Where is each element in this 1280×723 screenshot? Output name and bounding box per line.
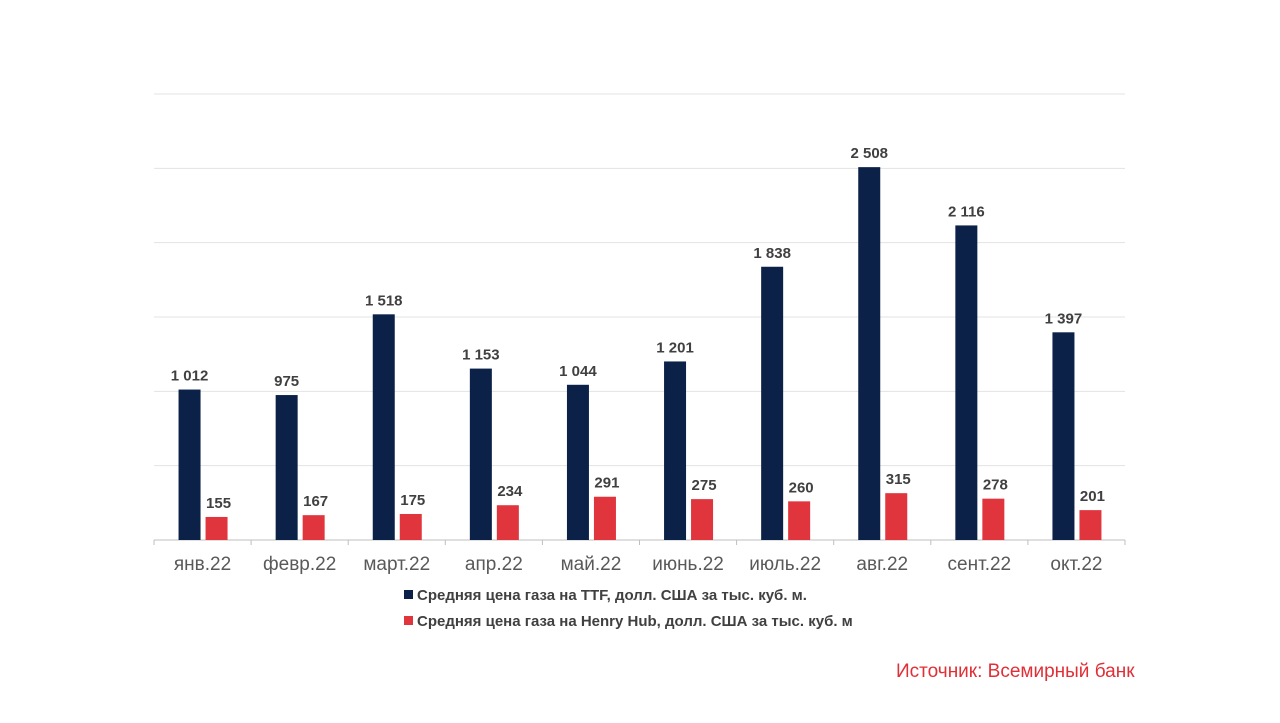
data-label-ttf: 1 838: [753, 245, 791, 262]
legend-swatch-ttf: [404, 590, 413, 599]
data-label-henry-hub: 275: [692, 477, 717, 494]
data-label-henry-hub: 291: [594, 475, 619, 492]
data-label-henry-hub: 234: [497, 483, 523, 500]
data-label-ttf: 1 153: [462, 347, 500, 364]
bar-henry-hub: [205, 516, 228, 540]
data-label-henry-hub: 201: [1080, 488, 1105, 505]
x-tick-label: февр.22: [263, 554, 336, 575]
data-label-henry-hub: 315: [886, 471, 911, 488]
data-label-henry-hub: 260: [789, 479, 814, 496]
data-label-ttf: 1 044: [559, 363, 597, 380]
legend-label-ttf: Средняя цена газа на TTF, долл. США за т…: [417, 587, 807, 604]
bar-ttf: [1052, 332, 1075, 540]
bar-henry-hub: [982, 498, 1005, 540]
x-tick-label: янв.22: [174, 554, 231, 575]
gridlines: [153, 93, 1126, 545]
data-label-henry-hub: 167: [303, 493, 328, 510]
bar-ttf: [275, 395, 298, 540]
data-label-ttf: 1 397: [1045, 310, 1083, 327]
bar-ttf: [566, 384, 589, 540]
x-axis-tick-labels: янв.22 февр.22 март.22 апр.22 май.22 июнь.22 и…: [174, 554, 1103, 575]
bar-henry-hub: [1079, 510, 1102, 540]
data-labels: 1 012 155 975 167 1 518 175 1 153 234 1 044 291 1 …: [171, 145, 1105, 512]
bar-henry-hub: [885, 493, 908, 540]
data-label-ttf: 2 508: [850, 145, 888, 162]
x-tick-label: июнь.22: [652, 554, 724, 575]
bar-ttf: [664, 361, 687, 540]
data-label-ttf: 1 201: [656, 339, 694, 356]
bar-henry-hub: [399, 513, 422, 540]
x-tick-label: окт.22: [1050, 554, 1102, 575]
x-tick-label: май.22: [561, 554, 622, 575]
x-tick-label: апр.22: [465, 554, 523, 575]
bars: [178, 167, 1102, 541]
bar-ttf: [858, 167, 881, 541]
x-tick-label: июль.22: [749, 554, 821, 575]
bar-henry-hub: [788, 501, 811, 540]
bar-ttf: [178, 389, 201, 540]
data-label-henry-hub: 278: [983, 477, 1008, 494]
x-tick-label: авг.22: [856, 554, 908, 575]
bar-henry-hub: [496, 505, 519, 540]
bar-henry-hub: [302, 515, 325, 540]
data-label-ttf: 1 012: [171, 368, 209, 385]
bar-henry-hub: [593, 496, 616, 540]
bar-ttf: [469, 368, 492, 540]
bar-ttf: [761, 266, 784, 540]
bar-ttf: [372, 314, 395, 540]
data-label-henry-hub: 155: [206, 495, 231, 512]
data-label-henry-hub: 175: [400, 492, 425, 509]
data-label-ttf: 1 518: [365, 292, 403, 309]
legend-label-henry-hub: Средняя цена газа на Henry Hub, долл. СШ…: [417, 613, 853, 630]
bar-henry-hub: [691, 499, 714, 540]
bar-ttf: [955, 225, 978, 540]
x-tick-label: сент.22: [948, 554, 1012, 575]
data-label-ttf: 975: [274, 373, 299, 390]
legend-swatch-henry-hub: [404, 616, 413, 625]
x-tick-label: март.22: [363, 554, 430, 575]
data-label-ttf: 2 116: [948, 203, 985, 220]
legend: Средняя цена газа на TTF, долл. США за т…: [404, 587, 853, 630]
source-note: Источник: Всемирный банк: [896, 661, 1135, 682]
